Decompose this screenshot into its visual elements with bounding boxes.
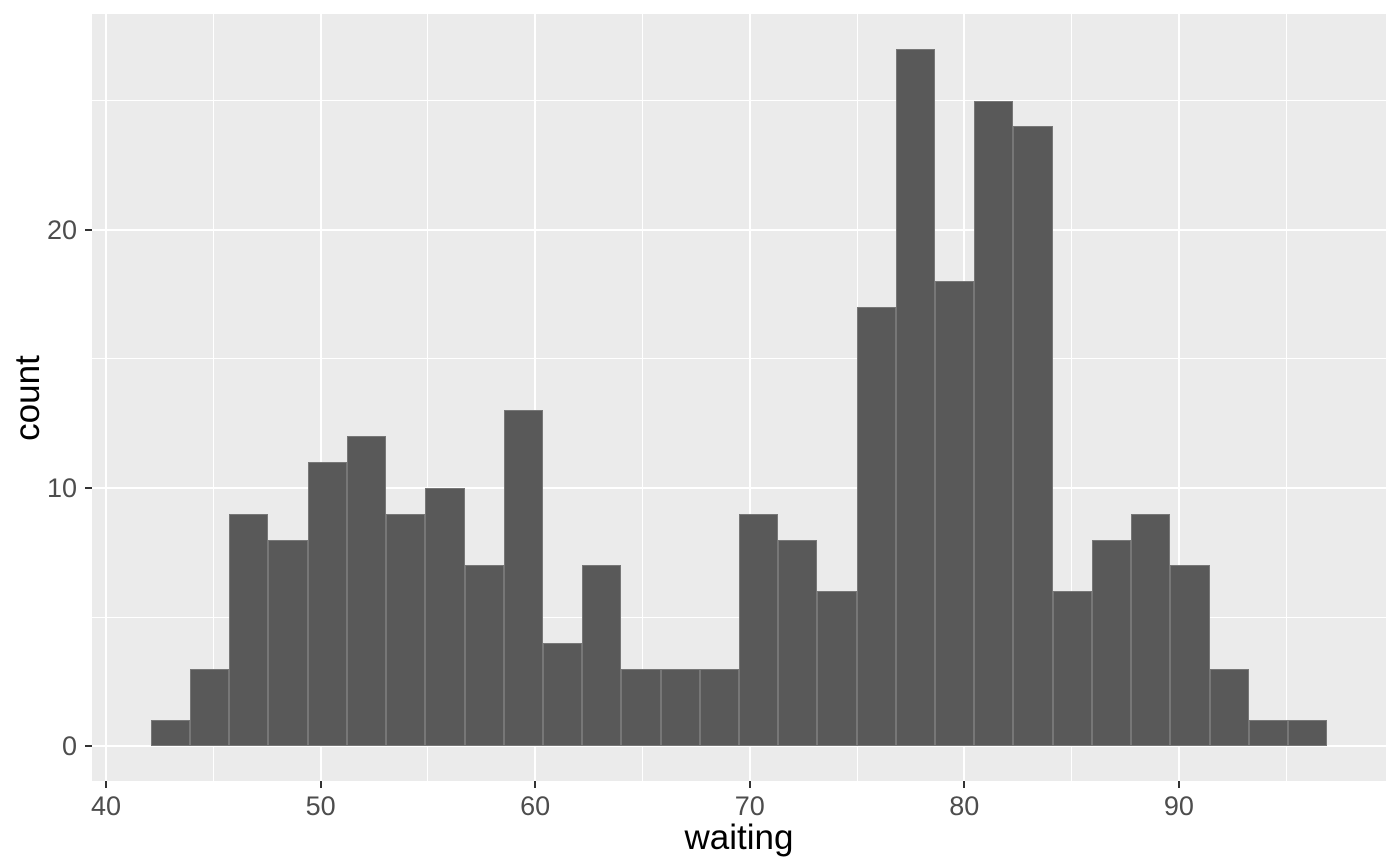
histogram-bar [974, 100, 1014, 747]
x-tick-mark [105, 781, 108, 788]
gridline-major-vertical [319, 14, 322, 781]
x-tick-label: 40 [91, 791, 122, 821]
histogram-bar [739, 513, 779, 747]
histogram-bar [621, 668, 661, 747]
histogram-bar [268, 539, 308, 747]
gridline-minor-vertical [641, 14, 643, 781]
gridline-minor-vertical [1071, 14, 1073, 781]
plot-panel [92, 14, 1386, 781]
histogram-bar [503, 410, 543, 747]
histogram-bar [582, 565, 622, 747]
histogram-bar [1013, 126, 1053, 747]
histogram-bar [150, 720, 191, 747]
histogram-bar [1170, 565, 1210, 747]
histogram-bar [307, 462, 347, 747]
histogram-bar [542, 642, 583, 747]
y-tick-mark [85, 486, 92, 489]
x-tick-mark [534, 781, 537, 788]
histogram-bar [895, 48, 936, 747]
x-tick-label: 60 [520, 791, 551, 821]
histogram-bar [856, 307, 896, 747]
histogram-bar [1209, 668, 1249, 747]
gridline-major-vertical [534, 14, 537, 781]
y-axis-title: count [8, 354, 47, 441]
x-tick-mark [963, 781, 966, 788]
histogram-bar [229, 513, 269, 747]
gridline-major-horizontal [92, 486, 1386, 489]
histogram-bar [778, 539, 818, 747]
gridline-minor-vertical [1285, 14, 1287, 781]
gridline-minor-horizontal [92, 358, 1386, 360]
gridline-major-vertical [105, 14, 108, 781]
gridline-minor-horizontal [92, 100, 1386, 101]
histogram-bar [1248, 720, 1288, 747]
gridline-major-horizontal [92, 745, 1386, 748]
gridline-minor-vertical [212, 14, 214, 781]
x-tick-mark [748, 781, 751, 788]
x-tick-label: 80 [949, 791, 980, 821]
x-tick-label: 90 [1163, 791, 1194, 821]
histogram-bar [425, 487, 465, 747]
gridline-major-vertical [748, 14, 751, 781]
gridline-major-horizontal [92, 228, 1386, 231]
histogram-bar [817, 591, 857, 747]
histogram-bar [935, 281, 975, 747]
histogram-bar [346, 436, 387, 747]
histogram-bar [464, 565, 504, 747]
gridline-minor-vertical [427, 14, 429, 781]
histogram-bar [190, 668, 230, 747]
x-tick-label: 70 [734, 791, 765, 821]
gridline-major-vertical [1177, 14, 1180, 781]
histogram-bar [699, 668, 739, 747]
y-tick-label: 0 [61, 731, 77, 762]
histogram-bar [1131, 513, 1171, 747]
y-tick-mark [85, 745, 92, 748]
x-tick-mark [319, 781, 322, 788]
x-tick-label: 50 [305, 791, 336, 821]
histogram-bar [1052, 591, 1092, 747]
x-tick-mark [1177, 781, 1180, 788]
y-tick-mark [85, 228, 92, 231]
histogram-bar [1091, 539, 1132, 747]
histogram-bar [386, 513, 426, 747]
histogram-bar [1287, 720, 1328, 747]
y-tick-label: 10 [46, 472, 77, 503]
y-tick-label: 20 [46, 214, 77, 245]
histogram-bar [660, 668, 700, 747]
x-axis-title: waiting [684, 818, 794, 857]
